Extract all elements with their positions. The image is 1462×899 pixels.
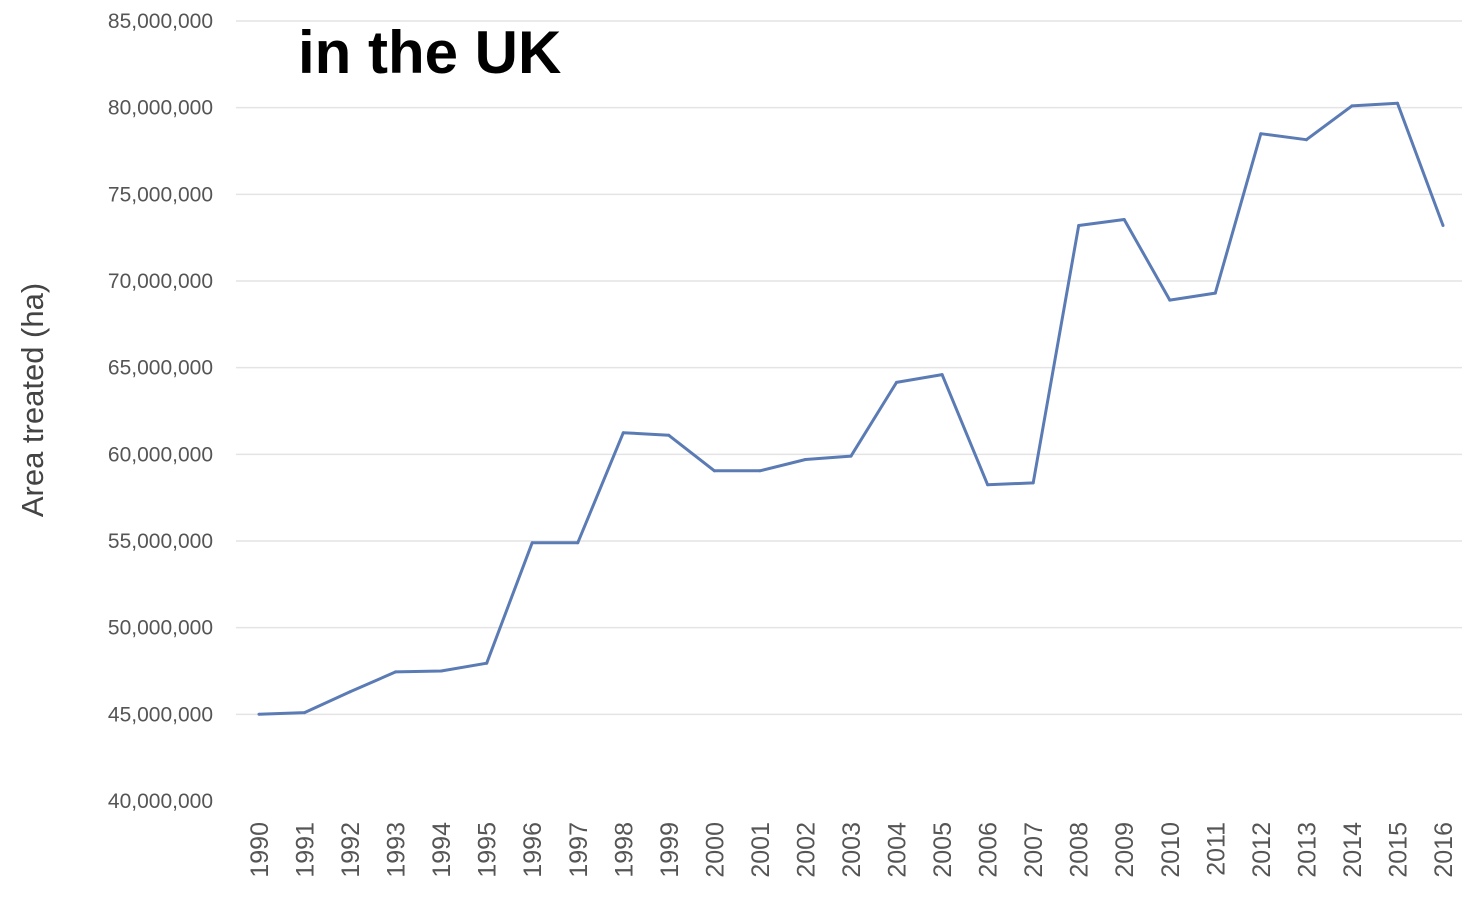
y-tick-label: 55,000,000 bbox=[108, 530, 213, 553]
x-tick-label: 1996 bbox=[519, 822, 547, 878]
data-point bbox=[1350, 104, 1354, 108]
y-tick-label: 45,000,000 bbox=[108, 703, 213, 726]
x-axis-ticks: 1990 1991 1992 1993 1994 1995 1996 1997 1998 1999… bbox=[246, 822, 1458, 878]
x-tick-label: 2015 bbox=[1384, 822, 1412, 878]
data-point bbox=[1304, 138, 1308, 142]
data-point bbox=[940, 373, 944, 377]
data-point bbox=[849, 454, 853, 458]
data-points bbox=[257, 101, 1445, 716]
x-tick-label: 2008 bbox=[1066, 822, 1094, 878]
data-point bbox=[621, 431, 625, 435]
x-tick-label: 2001 bbox=[747, 822, 775, 878]
x-tick-label: 1998 bbox=[610, 822, 638, 878]
y-axis-ticks: 40,000,000 45,000,000 50,000,000 55,000,000… bbox=[108, 10, 213, 813]
x-tick-label: 1997 bbox=[565, 822, 593, 878]
data-point bbox=[394, 670, 398, 674]
data-point bbox=[804, 458, 807, 461]
x-tick-label: 2007 bbox=[1020, 822, 1048, 878]
x-tick-label: 2002 bbox=[792, 822, 820, 878]
x-tick-label: 1990 bbox=[246, 822, 274, 878]
data-point bbox=[576, 541, 580, 545]
y-tick-label: 85,000,000 bbox=[108, 10, 213, 33]
data-point bbox=[1031, 481, 1035, 485]
data-point bbox=[485, 661, 489, 665]
y-tick-label: 70,000,000 bbox=[108, 270, 213, 293]
data-point bbox=[758, 469, 762, 473]
x-tick-label: 1999 bbox=[656, 822, 684, 878]
data-point bbox=[1396, 101, 1399, 105]
y-tick-label: 40,000,000 bbox=[108, 790, 213, 813]
y-tick-label: 80,000,000 bbox=[108, 97, 213, 120]
data-point bbox=[303, 711, 306, 715]
data-point bbox=[895, 380, 898, 384]
data-point bbox=[1168, 298, 1172, 302]
x-tick-label: 1994 bbox=[428, 822, 456, 878]
x-tick-label: 2006 bbox=[975, 822, 1003, 878]
data-point bbox=[1122, 218, 1126, 221]
data-point bbox=[667, 433, 671, 437]
x-tick-label: 2014 bbox=[1339, 822, 1367, 878]
chart-title: in the UK bbox=[298, 19, 561, 86]
y-tick-label: 75,000,000 bbox=[108, 183, 213, 206]
data-point bbox=[986, 483, 990, 487]
data-point bbox=[530, 541, 534, 545]
gridlines bbox=[236, 20, 1462, 716]
data-point bbox=[257, 712, 261, 716]
data-point bbox=[1077, 224, 1081, 227]
x-tick-label: 2000 bbox=[701, 822, 729, 878]
data-point bbox=[348, 690, 352, 694]
data-point bbox=[1441, 224, 1445, 227]
y-axis-label: Area treated (ha) bbox=[15, 283, 50, 517]
x-tick-label: 2012 bbox=[1248, 822, 1276, 878]
x-tick-label: 2013 bbox=[1293, 822, 1321, 878]
x-tick-label: 2005 bbox=[929, 822, 957, 878]
x-tick-label: 2011 bbox=[1202, 822, 1230, 876]
x-tick-label: 2016 bbox=[1430, 822, 1458, 878]
x-tick-label: 2009 bbox=[1111, 822, 1139, 878]
x-tick-label: 1991 bbox=[292, 822, 320, 878]
x-tick-label: 1992 bbox=[337, 822, 365, 878]
y-tick-label: 60,000,000 bbox=[108, 443, 213, 466]
data-point bbox=[1259, 132, 1263, 136]
data-point bbox=[1213, 291, 1217, 295]
data-point bbox=[439, 669, 443, 673]
y-tick-label: 50,000,000 bbox=[108, 617, 213, 640]
x-tick-label: 2010 bbox=[1157, 822, 1185, 878]
x-tick-label: 1993 bbox=[383, 822, 411, 878]
data-point bbox=[712, 469, 716, 473]
x-tick-label: 2003 bbox=[838, 822, 866, 878]
y-tick-label: 65,000,000 bbox=[108, 357, 213, 380]
x-tick-label: 1995 bbox=[474, 822, 502, 878]
x-tick-label: 2004 bbox=[884, 822, 912, 878]
